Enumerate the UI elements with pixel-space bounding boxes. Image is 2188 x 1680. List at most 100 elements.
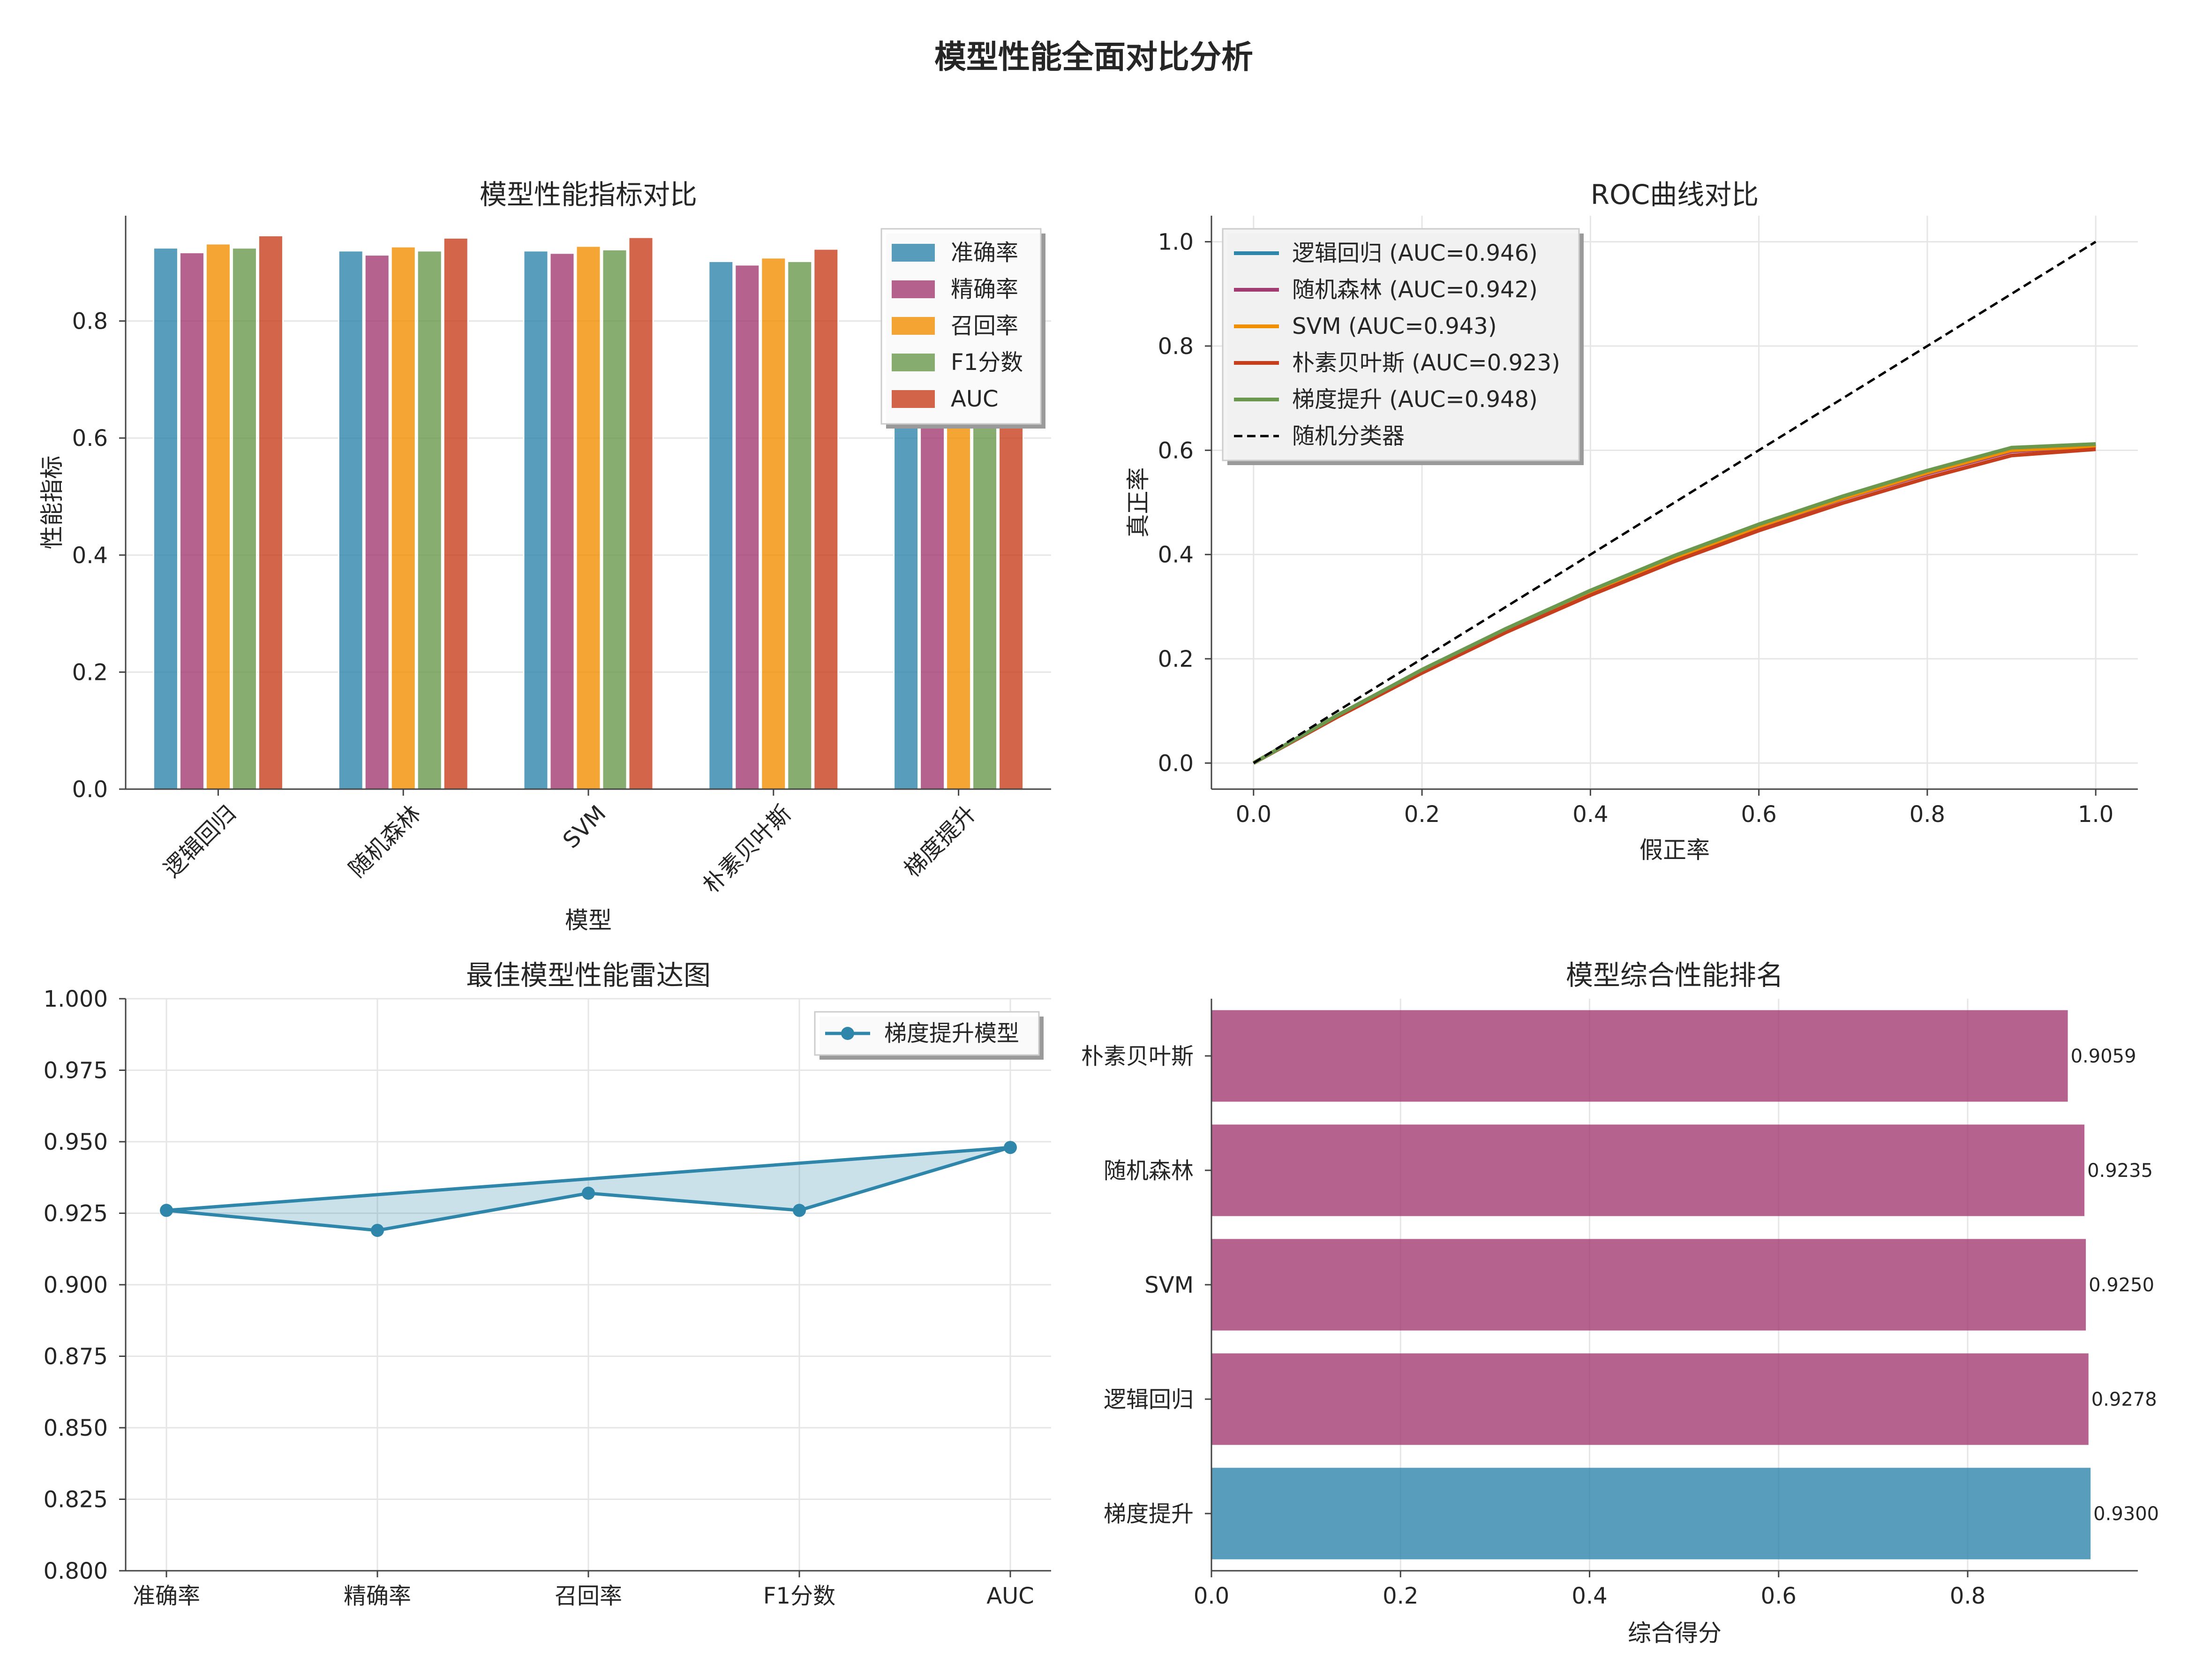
legend-label: 准确率 xyxy=(951,240,1018,266)
ranking-bar xyxy=(1211,1239,2086,1331)
roc-curve-line xyxy=(1252,444,2096,765)
y-axis-label: 性能指标 xyxy=(38,456,66,550)
chart-title: 模型性能指标对比 xyxy=(480,179,697,211)
radar-point xyxy=(371,1224,384,1237)
y-tick-label: 0.825 xyxy=(44,1487,108,1513)
chart-title: 最佳模型性能雷达图 xyxy=(466,959,711,991)
bar xyxy=(390,246,416,790)
x-tick-label: 随机森林 xyxy=(344,800,426,882)
x-tick-label: 0.6 xyxy=(1741,801,1776,828)
legend-label: 召回率 xyxy=(951,313,1018,339)
x-tick-label: F1分数 xyxy=(763,1583,835,1609)
x-tick-label: 梯度提升 xyxy=(899,800,981,882)
panel-roc-chart: 0.0 0.2 0.4 0.6 0.8 1.0 0.0 0.2 0.4 0.6 0.8 1.0 ROC曲… xyxy=(1125,179,2138,864)
x-tick-label: 0.2 xyxy=(1404,801,1440,828)
bar xyxy=(628,236,654,790)
bar xyxy=(257,234,284,790)
y-tick-label: 0.800 xyxy=(44,1558,108,1584)
legend-label: SVM (AUC=0.943) xyxy=(1292,313,1497,339)
radar-point xyxy=(793,1204,806,1217)
bar xyxy=(338,250,364,790)
bar xyxy=(205,243,231,790)
bar xyxy=(734,264,760,790)
y-tick-label: SVM xyxy=(1144,1272,1194,1298)
y-tick-label: 朴素贝叶斯 xyxy=(1081,1043,1194,1070)
chart-title: 模型综合性能排名 xyxy=(1566,959,1783,991)
y-axis-label: 真正率 xyxy=(1125,467,1152,538)
y-tick-label: 0.8 xyxy=(72,309,108,335)
ranking-bar xyxy=(1211,1353,2089,1445)
legend-swatch xyxy=(892,280,935,298)
x-axis-label: 模型 xyxy=(565,907,612,934)
x-tick-label: AUC xyxy=(986,1583,1034,1609)
x-axis-label: 假正率 xyxy=(1639,836,1710,864)
legend-label: F1分数 xyxy=(951,349,1023,376)
roc-curve-line xyxy=(1252,442,2096,765)
bar xyxy=(152,247,179,790)
radar-point xyxy=(160,1204,173,1217)
bar-value-label: 0.9235 xyxy=(2087,1160,2153,1182)
y-tick-label: 0.6 xyxy=(72,425,108,452)
radar-point xyxy=(1004,1141,1017,1154)
bar xyxy=(416,250,443,790)
y-tick-label: 0.8 xyxy=(1158,333,1194,360)
panel-ranking-chart: 0.0 0.2 0.4 0.6 0.8 梯度提升 0.9300 逻辑回归 0.9278 SVM 0.… xyxy=(1081,959,2159,1647)
bar-value-label: 0.9278 xyxy=(2091,1389,2157,1410)
legend-label: 随机分类器 xyxy=(1292,423,1405,449)
ranking-bar xyxy=(1211,1468,2091,1559)
bar xyxy=(575,245,602,790)
bar xyxy=(179,252,205,790)
bar-value-label: 0.9059 xyxy=(2071,1046,2136,1067)
legend-swatch xyxy=(892,390,935,408)
legend-swatch xyxy=(892,244,935,262)
legend-label: 梯度提升 (AUC=0.948) xyxy=(1292,386,1538,413)
x-axis-label: 综合得分 xyxy=(1628,1620,1722,1647)
y-tick-label: 随机森林 xyxy=(1104,1158,1194,1184)
legend-box xyxy=(1222,228,1580,461)
legend-label: 逻辑回归 (AUC=0.946) xyxy=(1292,240,1538,266)
legend-label: 精确率 xyxy=(951,276,1018,302)
bar-value-label: 0.9250 xyxy=(2089,1274,2154,1296)
y-tick-label: 0.975 xyxy=(44,1058,108,1084)
roc-curve-line xyxy=(1252,444,2096,765)
x-tick-label: 0.2 xyxy=(1383,1583,1418,1609)
x-tick-label: 朴素贝叶斯 xyxy=(698,800,796,898)
x-tick-label: 1.0 xyxy=(2078,801,2113,828)
x-tick-label: SVM xyxy=(558,800,611,854)
bar xyxy=(760,257,787,790)
legend-label: 梯度提升模型 xyxy=(884,1020,1019,1047)
y-tick-label: 0.850 xyxy=(44,1415,108,1441)
x-tick-label: 0.8 xyxy=(1910,801,1945,828)
y-tick-label: 梯度提升 xyxy=(1104,1501,1194,1527)
y-tick-label: 0.900 xyxy=(44,1272,108,1298)
bar xyxy=(231,247,257,790)
legend-label: 朴素贝叶斯 (AUC=0.923) xyxy=(1292,350,1560,376)
x-tick-label: 0.8 xyxy=(1950,1583,1985,1609)
x-tick-label: 0.0 xyxy=(1194,1583,1229,1609)
x-tick-label: 逻辑回归 xyxy=(159,800,241,882)
y-tick-label: 0.4 xyxy=(72,542,108,569)
bar xyxy=(708,260,734,790)
y-tick-label: 0.2 xyxy=(72,659,108,686)
roc-curve-line xyxy=(1252,443,2096,765)
ranking-bar xyxy=(1211,1010,2068,1102)
x-tick-label: 0.0 xyxy=(1236,801,1271,828)
y-tick-label: 0.0 xyxy=(1158,750,1194,776)
legend-swatch xyxy=(892,317,935,335)
figure-title: 模型性能全面对比分析 xyxy=(934,39,1253,76)
x-tick-label: 0.4 xyxy=(1572,801,1608,828)
radar-line xyxy=(166,1145,1012,1232)
legend-swatch xyxy=(892,354,935,371)
bar xyxy=(364,254,390,790)
bar xyxy=(523,250,549,790)
y-tick-label: 0.875 xyxy=(44,1344,108,1370)
x-tick-label: 召回率 xyxy=(555,1583,622,1609)
random-classifier-line xyxy=(1253,241,2097,764)
bar xyxy=(813,248,839,790)
x-tick-label: 0.4 xyxy=(1571,1583,1607,1609)
y-tick-label: 1.0 xyxy=(1158,229,1194,256)
roc-curve-line xyxy=(1252,447,2096,765)
y-tick-label: 0.950 xyxy=(44,1129,108,1155)
